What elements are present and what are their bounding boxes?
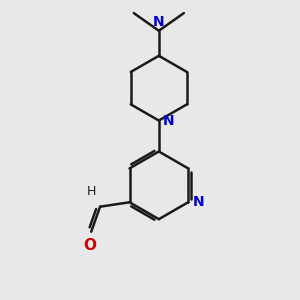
Text: N: N [163,114,175,128]
Text: O: O [83,238,96,253]
Text: H: H [86,185,96,199]
Text: N: N [153,15,165,29]
Text: N: N [193,195,204,209]
